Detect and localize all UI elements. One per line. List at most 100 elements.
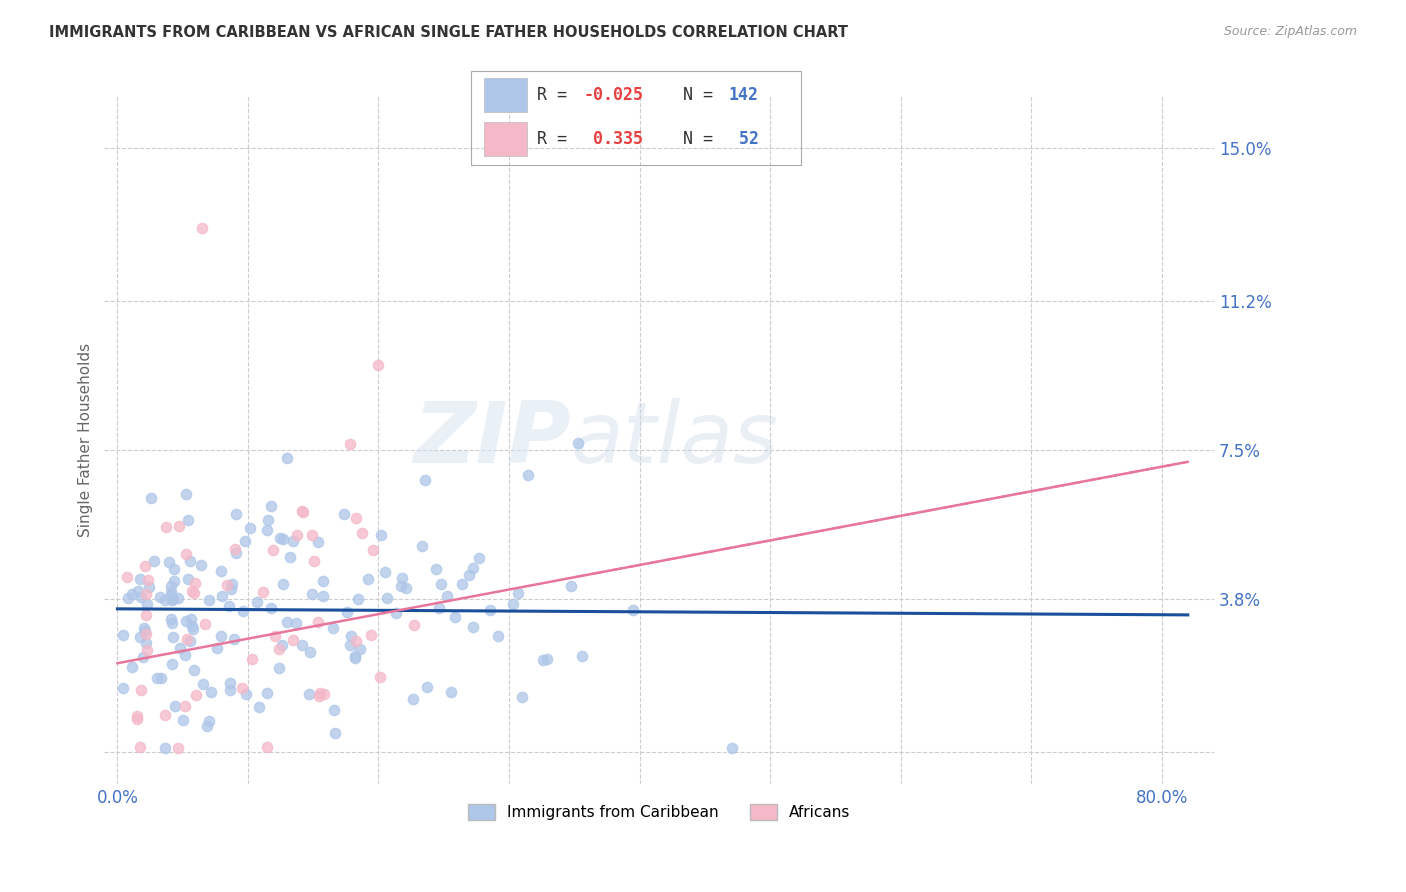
Point — [200, 685, 222, 699]
Point — [468, 550, 491, 565]
Point — [391, 571, 413, 585]
Point — [384, 607, 406, 621]
Point — [430, 577, 453, 591]
Point — [181, 618, 204, 632]
Text: 52: 52 — [728, 130, 759, 148]
Point — [121, 586, 143, 600]
Point — [264, 629, 287, 643]
Point — [198, 593, 221, 607]
Point — [246, 594, 269, 608]
Point — [221, 582, 243, 597]
Point — [308, 615, 330, 629]
Point — [283, 633, 305, 648]
Text: N =: N = — [662, 130, 723, 148]
Y-axis label: Single Father Households: Single Father Households — [79, 343, 93, 537]
Point — [314, 687, 336, 701]
Point — [183, 622, 205, 636]
Point — [360, 628, 382, 642]
Point — [177, 512, 200, 526]
Point — [127, 584, 149, 599]
Point — [174, 547, 197, 561]
Point — [259, 601, 281, 615]
Point — [457, 568, 479, 582]
Point — [238, 521, 260, 535]
Point — [425, 561, 447, 575]
Point — [209, 564, 232, 578]
Point — [215, 578, 238, 592]
Point — [211, 589, 233, 603]
Point — [567, 436, 589, 450]
Point — [308, 690, 330, 704]
Point — [136, 574, 159, 588]
Point — [461, 560, 484, 574]
Point — [195, 719, 218, 733]
Point — [256, 523, 278, 537]
Point — [225, 507, 247, 521]
Point — [312, 574, 335, 589]
Point — [374, 565, 396, 579]
Point — [160, 579, 183, 593]
Point — [162, 630, 184, 644]
Point — [290, 638, 312, 652]
Point — [162, 592, 184, 607]
Point — [463, 620, 485, 634]
Point — [149, 671, 172, 685]
Point — [139, 491, 162, 505]
Point — [347, 591, 370, 606]
Point — [510, 690, 533, 704]
Point — [394, 581, 416, 595]
Point — [344, 651, 367, 665]
Point — [436, 590, 458, 604]
Point — [298, 645, 321, 659]
Point — [333, 507, 356, 521]
Point — [174, 487, 197, 501]
Point — [357, 572, 380, 586]
Legend: Immigrants from Caribbean, Africans: Immigrants from Caribbean, Africans — [460, 797, 858, 828]
Point — [177, 572, 200, 586]
Point — [153, 593, 176, 607]
Point — [240, 652, 263, 666]
Point — [121, 660, 143, 674]
Text: atlas: atlas — [571, 398, 779, 481]
Point — [155, 520, 177, 534]
Text: ZIP: ZIP — [413, 398, 571, 481]
Point — [721, 740, 744, 755]
Point — [221, 577, 243, 591]
Point — [416, 680, 439, 694]
Bar — [484, 122, 527, 156]
Point — [323, 703, 346, 717]
Point — [271, 577, 294, 591]
Point — [180, 611, 202, 625]
Point — [167, 740, 190, 755]
Text: R =: R = — [537, 86, 576, 103]
Point — [233, 534, 256, 549]
Point — [235, 687, 257, 701]
Point — [128, 740, 150, 755]
Point — [344, 511, 367, 525]
Bar — [484, 78, 527, 112]
Point — [224, 541, 246, 556]
Point — [367, 358, 389, 372]
Point — [165, 699, 187, 714]
Point — [149, 591, 172, 605]
Point — [256, 686, 278, 700]
Point — [174, 699, 197, 714]
Text: Source: ZipAtlas.com: Source: ZipAtlas.com — [1223, 25, 1357, 38]
Point — [309, 686, 332, 700]
Point — [160, 615, 183, 630]
Point — [225, 546, 247, 560]
Point — [157, 556, 180, 570]
Point — [301, 587, 323, 601]
Text: N =: N = — [662, 86, 723, 103]
Point — [339, 629, 361, 643]
Text: IMMIGRANTS FROM CARIBBEAN VS AFRICAN SINGLE FATHER HOUSEHOLDS CORRELATION CHART: IMMIGRANTS FROM CARIBBEAN VS AFRICAN SIN… — [49, 25, 848, 40]
Point — [172, 713, 194, 727]
Point — [486, 629, 509, 643]
Point — [231, 681, 253, 695]
Point — [135, 636, 157, 650]
Point — [429, 600, 451, 615]
Point — [336, 605, 359, 619]
Point — [153, 708, 176, 723]
Point — [352, 526, 374, 541]
Point — [292, 505, 315, 519]
